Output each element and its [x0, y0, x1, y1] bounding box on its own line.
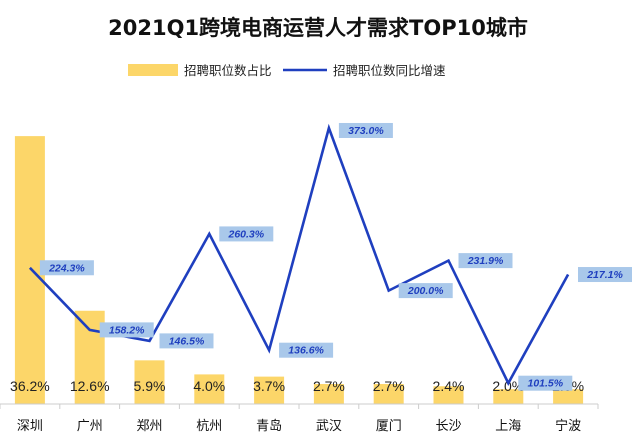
- growth-label-7: 231.9%: [458, 253, 513, 269]
- growth-label-text-1: 158.2%: [109, 324, 145, 336]
- category-label-6: 厦门: [376, 419, 402, 434]
- growth-label-box-7: [458, 253, 513, 269]
- growth-label-text-5: 373.0%: [348, 125, 384, 137]
- growth-label-box-8: [518, 375, 573, 391]
- bar-2: [134, 360, 165, 404]
- growth-labels-layer: 224.3% 158.2% 146.5% 260.3% 136.6% 373.0% 200.…: [39, 122, 632, 391]
- growth-label-box-1: [99, 322, 154, 338]
- share-label-7: 2.4%: [433, 378, 465, 394]
- category-label-4: 青岛: [256, 418, 282, 434]
- share-labels-layer: 36.2%12.6%5.9%4.0%3.7%2.7%2.7%2.4%2.0%2.…: [10, 378, 584, 394]
- legend-bar-label: 招聘职位数占比: [184, 63, 272, 78]
- category-label-1: 广州: [77, 419, 103, 434]
- growth-label-3: 260.3%: [219, 226, 274, 242]
- growth-label-box-4: [279, 342, 334, 358]
- category-label-0: 深圳: [17, 419, 43, 434]
- chart-title: 2021Q1跨境电商运营人才需求TOP10城市: [108, 16, 528, 40]
- share-label-2: 5.9%: [134, 378, 166, 394]
- category-label-7: 长沙: [435, 419, 461, 434]
- bars-layer: [14, 136, 584, 404]
- bar-5: [313, 384, 344, 404]
- growth-label-text-6: 200.0%: [407, 285, 444, 297]
- bar-9: [553, 389, 584, 404]
- bar-4: [254, 376, 285, 404]
- category-label-8: 上海: [495, 419, 521, 434]
- growth-label-2: 146.5%: [159, 333, 214, 349]
- legend-line-label: 招聘职位数同比增速: [333, 63, 446, 78]
- growth-label-8: 101.5%: [518, 375, 573, 391]
- growth-label-text-0: 224.3%: [48, 262, 85, 274]
- category-label-3: 杭州: [196, 419, 222, 434]
- growth-label-1: 158.2%: [99, 322, 154, 338]
- growth-label-text-7: 231.9%: [467, 255, 504, 267]
- growth-label-box-0: [39, 260, 94, 276]
- growth-label-0: 224.3%: [39, 260, 94, 276]
- growth-label-box-9: [578, 267, 632, 283]
- x-ticks-layer: [0, 404, 599, 409]
- bar-8: [493, 389, 524, 404]
- share-label-6: 2.7%: [373, 378, 405, 394]
- growth-label-5: 373.0%: [338, 122, 393, 138]
- legend: 招聘职位数占比 招聘职位数同比增速: [128, 63, 446, 78]
- growth-label-text-9: 217.1%: [586, 269, 623, 281]
- growth-label-text-2: 146.5%: [169, 335, 205, 347]
- category-labels-layer: 深圳 广州 郑州 杭州 青岛 武汉 厦门 长沙 上海 宁波: [17, 418, 581, 434]
- growth-label-text-8: 101.5%: [527, 378, 563, 390]
- bar-6: [373, 384, 404, 404]
- growth-label-text-3: 260.3%: [227, 228, 264, 240]
- growth-label-box-5: [338, 122, 393, 138]
- category-label-2: 郑州: [136, 419, 162, 434]
- share-label-5: 2.7%: [313, 378, 345, 394]
- bar-3: [194, 374, 225, 404]
- category-label-9: 宁波: [555, 418, 581, 434]
- bar-7: [433, 386, 464, 404]
- growth-label-box-2: [159, 333, 214, 349]
- growth-label-text-4: 136.6%: [288, 345, 324, 357]
- share-label-0: 36.2%: [10, 378, 50, 394]
- share-label-4: 3.7%: [253, 378, 285, 394]
- growth-label-box-6: [398, 283, 453, 299]
- legend-bar-swatch: [128, 64, 178, 76]
- growth-label-4: 136.6%: [279, 342, 334, 358]
- growth-label-box-3: [219, 226, 274, 242]
- share-label-8: 2.0%: [492, 378, 524, 394]
- share-label-3: 4.0%: [193, 378, 225, 394]
- growth-label-6: 200.0%: [398, 283, 453, 299]
- share-label-1: 12.6%: [70, 378, 110, 394]
- category-label-5: 武汉: [316, 419, 342, 434]
- growth-label-9: 217.1%: [578, 267, 632, 283]
